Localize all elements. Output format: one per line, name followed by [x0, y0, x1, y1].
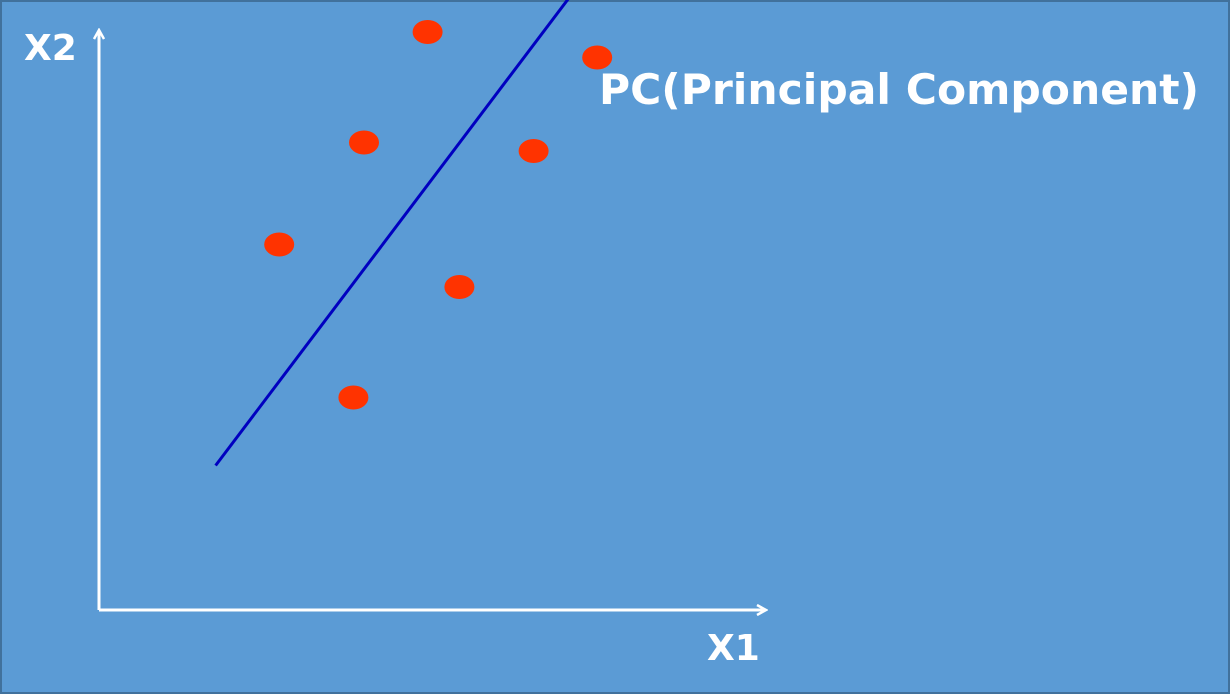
data-point-5	[444, 275, 475, 299]
principal-component-arrow	[214, 0, 570, 467]
data-points	[264, 20, 613, 410]
data-point-6	[518, 139, 549, 163]
data-point-7	[582, 45, 613, 70]
data-point-1	[264, 232, 295, 257]
data-point-3	[349, 130, 379, 155]
pc-label: PC(Principal Component)	[599, 65, 1199, 114]
x-axis-label: X1	[707, 628, 760, 669]
data-point-4	[412, 20, 443, 44]
y-axis-label: X2	[24, 28, 77, 69]
data-point-2	[338, 385, 369, 410]
